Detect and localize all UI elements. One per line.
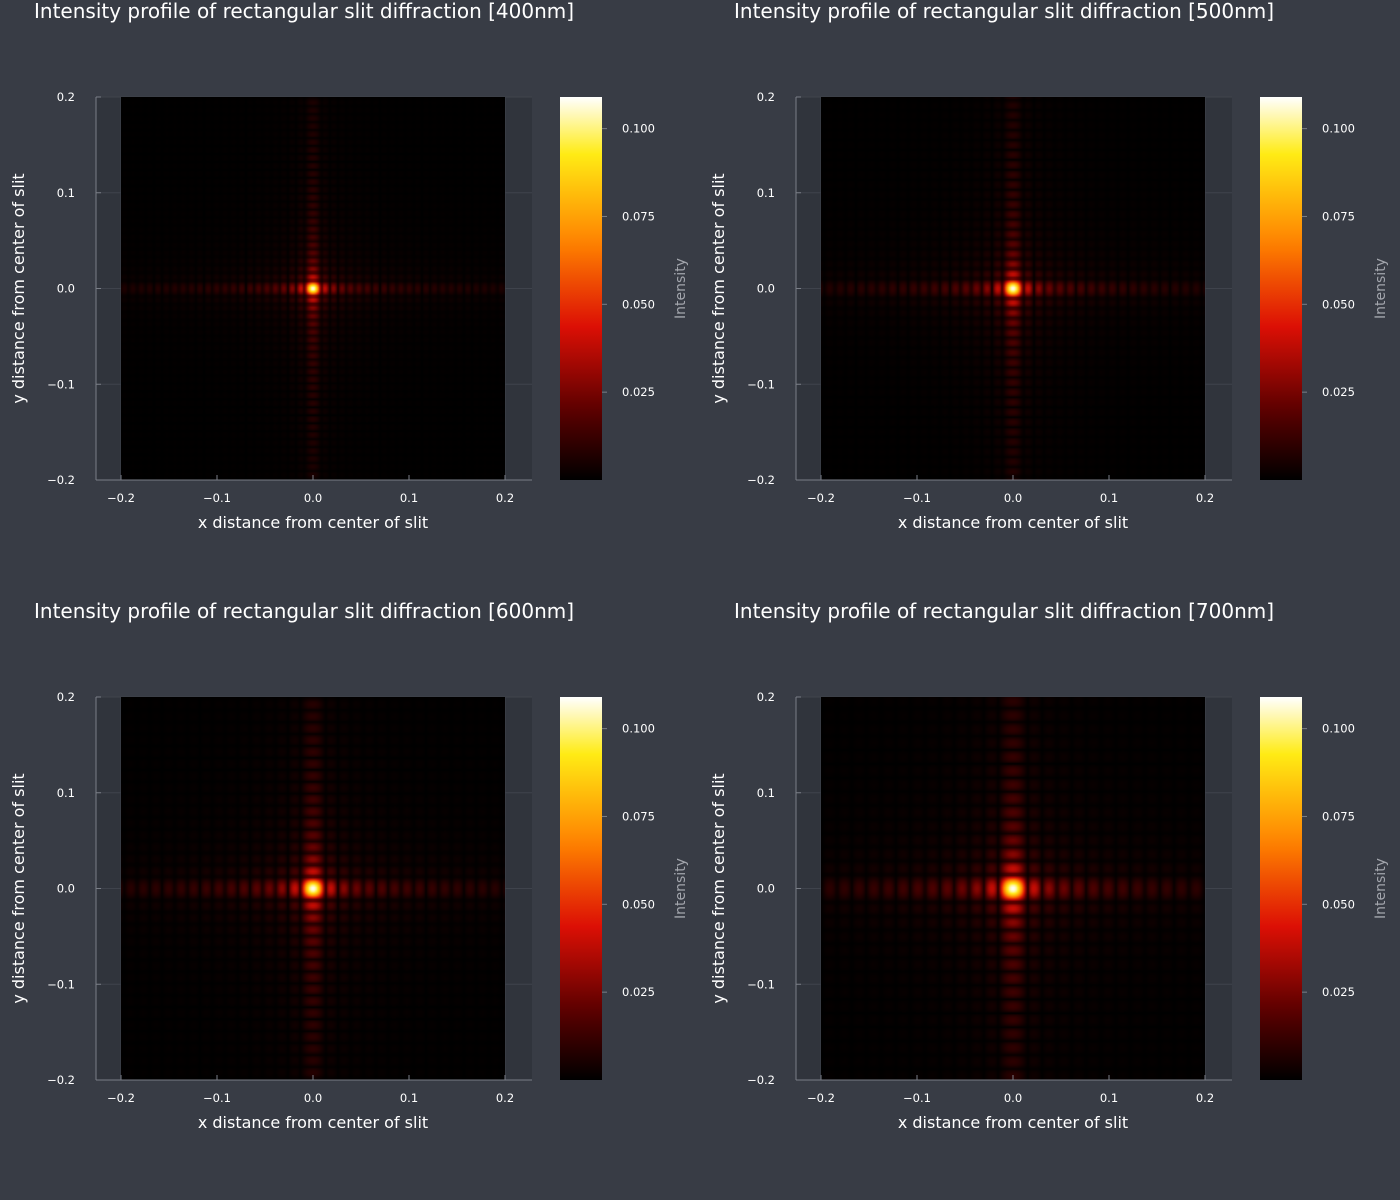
x-axis-label: x distance from center of slit: [198, 513, 428, 532]
chart-title: Intensity profile of rectangular slit di…: [34, 600, 574, 623]
y-tick-label: 0.0: [757, 882, 775, 896]
x-tick-label: −0.1: [203, 1091, 231, 1105]
x-tick-label: 0.0: [1004, 1091, 1022, 1105]
x-tick-label: 0.1: [1100, 491, 1118, 505]
y-tick-label: 0.2: [57, 90, 75, 104]
y-tick-label: 0.1: [57, 186, 75, 200]
y-tick-label: 0.2: [757, 690, 775, 704]
y-axis-label: y distance from center of slit: [9, 173, 28, 403]
colorbar-tick-label: 0.025: [622, 985, 655, 999]
chart-600nm: −0.2 −0.1 0.0 0.1 0.2 −0.2 −0.1 0.0 0.1 0.2 Intens…: [9, 599, 689, 1132]
y-tick-label: −0.1: [47, 377, 75, 391]
x-tick-label: −0.2: [807, 1091, 835, 1105]
y-tick-label: −0.2: [47, 473, 75, 487]
y-tick-label: −0.1: [747, 377, 775, 391]
colorbar-tick-label: 0.100: [622, 722, 655, 736]
colorbar-tick-label: 0.025: [1322, 385, 1355, 399]
chart-500nm: −0.2 −0.1 0.0 0.1 0.2 −0.2 −0.1 0.0 0.1 0.2 Intens…: [709, 0, 1389, 532]
x-axis-label: x distance from center of slit: [198, 1113, 428, 1132]
x-tick-label: 0.2: [1196, 1091, 1214, 1105]
y-tick-label: 0.1: [757, 186, 775, 200]
x-tick-label: 0.1: [400, 1091, 418, 1105]
colorbar: [1260, 697, 1302, 1080]
panel-400nm: −0.2 −0.1 0.0 0.1 0.2 −0.2 −0.1 0.0 0.1 0.2 Intens…: [0, 0, 700, 600]
colorbar-label: Intensity: [1373, 858, 1389, 919]
panel-500nm: −0.2 −0.1 0.0 0.1 0.2 −0.2 −0.1 0.0 0.1 0.2 Intens…: [700, 0, 1400, 600]
chart-title: Intensity profile of rectangular slit di…: [734, 0, 1274, 23]
x-tick-label: −0.1: [903, 1091, 931, 1105]
colorbar-tick-label: 0.025: [622, 385, 655, 399]
x-axis-label: x distance from center of slit: [898, 1113, 1128, 1132]
x-tick-label: −0.1: [903, 491, 931, 505]
y-tick-label: −0.2: [47, 1073, 75, 1087]
panel-600nm: −0.2 −0.1 0.0 0.1 0.2 −0.2 −0.1 0.0 0.1 0.2 Intens…: [0, 599, 700, 1200]
chart-title: Intensity profile of rectangular slit di…: [34, 0, 574, 23]
colorbar-tick-label: 0.075: [1322, 809, 1355, 823]
chart-400nm: −0.2 −0.1 0.0 0.1 0.2 −0.2 −0.1 0.0 0.1 0.2 Intens…: [9, 0, 689, 532]
colorbar-tick-label: 0.075: [622, 209, 655, 223]
x-tick-label: 0.2: [496, 491, 514, 505]
heatmap-image: [121, 697, 505, 1080]
y-tick-label: −0.2: [747, 1073, 775, 1087]
colorbar-tick-label: 0.025: [1322, 985, 1355, 999]
x-tick-label: −0.2: [107, 1091, 135, 1105]
colorbar: [1260, 97, 1302, 480]
y-tick-label: −0.1: [747, 977, 775, 991]
colorbar: [560, 697, 602, 1080]
colorbar-label: Intensity: [673, 858, 689, 919]
colorbar-tick-label: 0.100: [1322, 122, 1355, 136]
chart-title: Intensity profile of rectangular slit di…: [734, 600, 1274, 623]
x-tick-label: 0.2: [496, 1091, 514, 1105]
y-axis-label: y distance from center of slit: [709, 173, 728, 403]
y-axis-label: y distance from center of slit: [709, 773, 728, 1003]
y-tick-label: 0.1: [757, 786, 775, 800]
x-tick-label: 0.1: [1100, 1091, 1118, 1105]
x-tick-label: 0.2: [1196, 491, 1214, 505]
x-tick-label: −0.2: [107, 491, 135, 505]
colorbar-tick-label: 0.075: [622, 809, 655, 823]
y-axis-label: y distance from center of slit: [9, 773, 28, 1003]
colorbar: [560, 97, 602, 480]
y-tick-label: 0.1: [57, 786, 75, 800]
chart-700nm: −0.2 −0.1 0.0 0.1 0.2 −0.2 −0.1 0.0 0.1 0.2 Intens…: [709, 599, 1389, 1132]
y-tick-label: 0.2: [57, 690, 75, 704]
colorbar-tick-label: 0.050: [1322, 297, 1355, 311]
y-tick-label: −0.2: [747, 473, 775, 487]
colorbar-label: Intensity: [673, 258, 689, 319]
colorbar-tick-label: 0.100: [622, 122, 655, 136]
colorbar-tick-label: 0.075: [1322, 209, 1355, 223]
y-tick-label: −0.1: [47, 977, 75, 991]
heatmap-image: [821, 97, 1205, 480]
x-tick-label: 0.0: [304, 491, 322, 505]
x-tick-label: −0.1: [203, 491, 231, 505]
y-tick-label: 0.0: [57, 882, 75, 896]
x-tick-label: 0.1: [400, 491, 418, 505]
y-tick-label: 0.0: [757, 282, 775, 296]
heatmap-image: [821, 697, 1205, 1080]
heatmap-image: [121, 97, 505, 480]
colorbar-tick-label: 0.050: [622, 897, 655, 911]
colorbar-tick-label: 0.050: [1322, 897, 1355, 911]
colorbar-tick-label: 0.100: [1322, 722, 1355, 736]
x-tick-label: 0.0: [304, 1091, 322, 1105]
x-tick-label: 0.0: [1004, 491, 1022, 505]
x-axis-label: x distance from center of slit: [898, 513, 1128, 532]
x-tick-label: −0.2: [807, 491, 835, 505]
y-tick-label: 0.0: [57, 282, 75, 296]
y-tick-label: 0.2: [757, 90, 775, 104]
colorbar-label: Intensity: [1373, 258, 1389, 319]
panel-700nm: −0.2 −0.1 0.0 0.1 0.2 −0.2 −0.1 0.0 0.1 0.2 Intens…: [700, 599, 1400, 1200]
colorbar-tick-label: 0.050: [622, 297, 655, 311]
